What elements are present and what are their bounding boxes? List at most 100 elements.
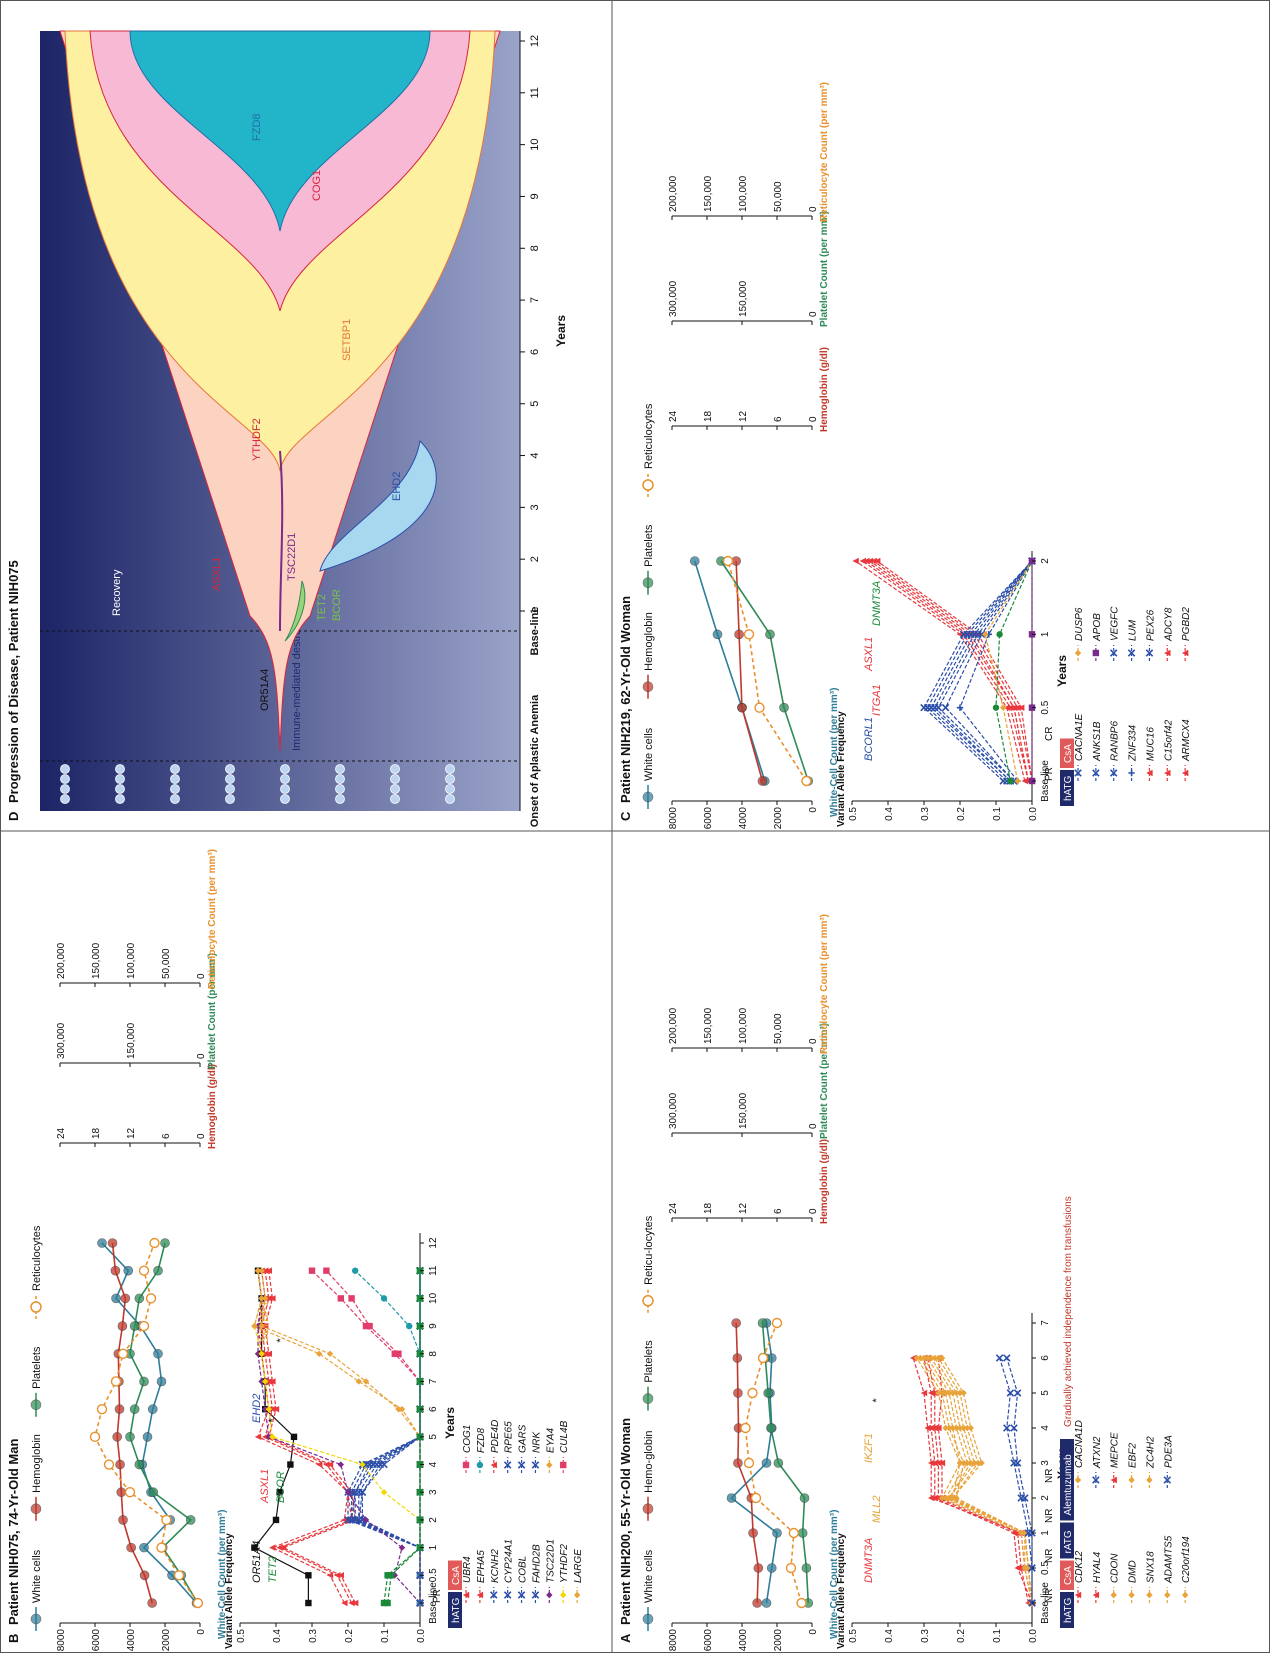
hgb-point [120,1293,131,1304]
count-axis-tick-label: 24 [56,1127,67,1139]
x-tick-label: 12 [428,1237,439,1249]
vaf-point [920,1389,928,1397]
counts-chart: 0 2000 4000 6000 8000 White-Cell Count (per m… [668,1317,840,1652]
wbc-tick-label: 8000 [56,1629,67,1652]
vaf-point [1010,1424,1018,1432]
vaf-point [949,1494,956,1502]
x-tick-label: 2 [1040,558,1051,564]
vaf-line [873,560,1033,782]
count-axis-title: Hemoglobin (g/dl) [819,1139,830,1224]
count-axis-tick-label: 150,000 [91,942,102,979]
year-tick-label: 4 [529,452,541,458]
gene-legend-marker [462,1591,470,1599]
vaf-point [928,1459,935,1467]
stem-cell [170,764,180,774]
vaf-point [931,1494,938,1502]
hgb-point [114,1404,125,1414]
vaf-point [942,1424,949,1432]
stem-cell [280,784,290,794]
vaf-point [326,1350,334,1357]
vaf-point [935,1494,942,1502]
vaf-point [269,1378,276,1385]
gene-legend-label: RPE65 [504,1421,515,1453]
legend-marker [642,577,654,589]
ret-point [743,1457,755,1469]
gene-legend-label: CACNA1D [1074,1420,1085,1468]
stem-cell [280,764,290,774]
treatment-bar [1060,1522,1074,1559]
vaf-point [920,1354,928,1362]
gene-legend-label: UBR4 [462,1556,473,1583]
count-axis-title: Reticulocyte Count (per mm³) [819,82,830,222]
vaf-point [358,1488,367,1496]
plt-point [773,1458,784,1468]
vaf-gene-label: MLL2 [871,1495,883,1523]
count-axis-tick-label: 50,000 [161,948,172,979]
vaf-series-gars [355,1266,424,1607]
gene-legend-marker [1092,649,1100,657]
plt-point [763,1388,773,1398]
vaf-point [1006,1389,1015,1397]
vaf-axis-title: Variant Allele Frequency [836,1533,847,1649]
ret-point [138,1265,150,1276]
legend-label: Hemoglobin [31,1434,43,1493]
vaf-point [359,1461,366,1468]
x-tick-label: 7 [428,1378,439,1384]
vaf-point [1021,1494,1029,1502]
vaf-line [358,1270,421,1603]
gene-legend-label: CDK12 [1074,1550,1085,1583]
panel-d: D Progression of Disease, Patient NIH075 1… [6,30,568,827]
gene-legend-label: FZD8 [476,1428,487,1453]
plt-point [148,1487,159,1498]
count-axis-tick-label: 6 [773,1208,784,1214]
count-axis-title: Hemoglobin (g/dl) [819,347,830,432]
vaf-point [395,1405,402,1413]
year-tick-label: 11 [529,87,541,98]
response-label: NR [1044,1549,1055,1563]
count-axis-tick-label: 200,000 [668,1007,679,1044]
gene-legend-label: ZC4H2 [1145,1436,1156,1469]
x-tick-label: 1 [428,1544,439,1550]
counts-legend: White cells Hemo-globin Platelets Reticu-lo… [642,1215,655,1631]
vaf-line [923,1357,1033,1604]
ret-point [785,1562,797,1574]
vaf-point [276,1544,283,1551]
treatment-bar [1060,770,1074,806]
count-axis-title: Platelet Count (per mm³) [819,1023,830,1139]
vaf-point [971,1459,978,1467]
vaf-point [992,704,1000,711]
gene-legend-label: RANBP6 [1110,721,1121,761]
vaf-series-vegfc [931,557,1036,785]
plt-point [125,1432,135,1442]
gene-legend-label: GARS [518,1424,529,1453]
count-axis-tick-label: 200,000 [56,942,67,979]
stem-cell [335,784,345,794]
stem-cell [335,774,345,784]
vaf-point [960,1424,967,1432]
vaf-gene-label: EHD2 [251,1394,263,1423]
gene-legend-label: CUL4B [559,1420,570,1453]
plt-point [757,1318,768,1328]
vaf-point [287,1461,294,1468]
hgb-point [752,1598,762,1608]
gene-legend-label: PEX26 [1145,609,1156,641]
vaf-point [280,1544,287,1551]
wbc-tick-label: 2000 [773,1629,784,1652]
gene-legend-label: ADAMTS5 [1163,1535,1174,1584]
gene-legend-label: MUC16 [1145,727,1156,761]
vaf-point [406,1322,413,1330]
ret-series [744,1322,803,1604]
vaf-point [290,1433,298,1441]
vaf-point [380,1460,388,1469]
vaf-line [264,1270,356,1604]
vaf-point [265,1433,272,1441]
vaf-gene-label: ITGA1 [871,684,883,716]
hgb-point [731,1318,741,1328]
plt-series [720,560,810,782]
wbc-tick-label: 4000 [738,807,749,830]
gene-legend-label: CYP24A1 [504,1539,515,1583]
vaf-point [305,1599,312,1607]
vaf-point [960,1389,967,1397]
count-axis-tick-label: 0 [808,1038,819,1044]
vaf-point [1010,704,1018,711]
